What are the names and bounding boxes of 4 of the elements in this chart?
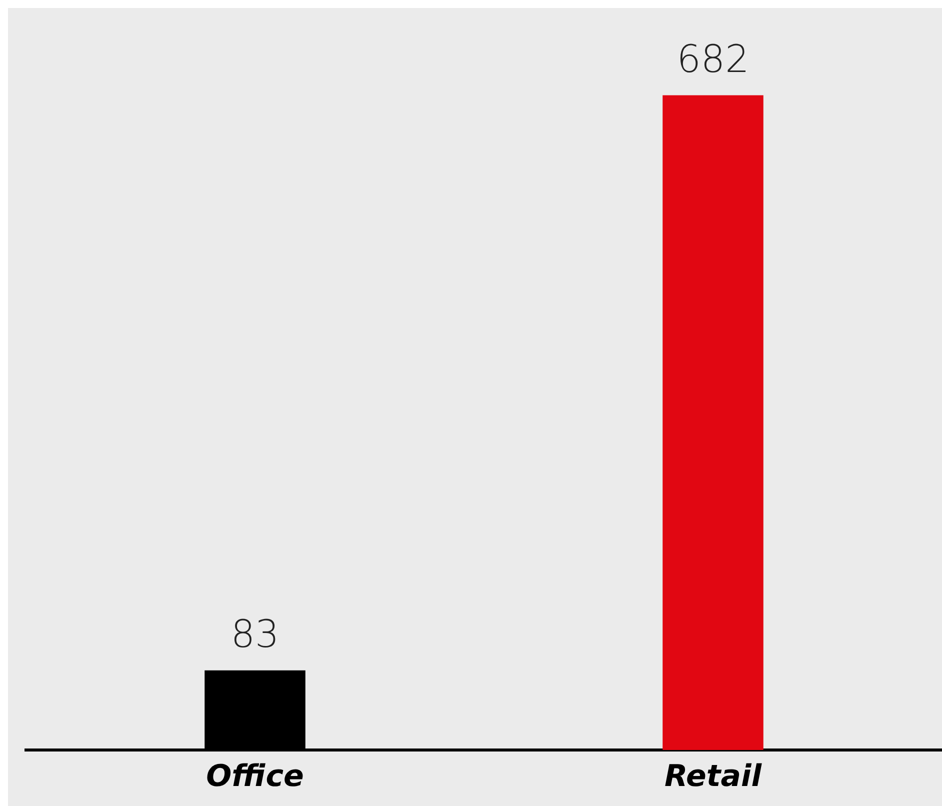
x-tick-label: Office <box>206 758 304 794</box>
data-label: 83 <box>230 612 280 656</box>
data-label: 682 <box>676 37 750 82</box>
x-tick-label: Retail <box>664 758 762 794</box>
